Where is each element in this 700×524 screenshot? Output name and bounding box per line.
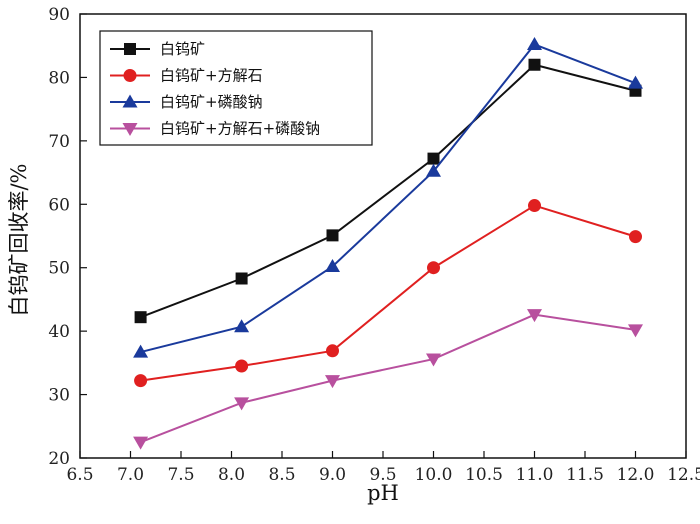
series-3-point: [426, 163, 441, 177]
y-axis-title: 白钨矿回收率/%: [7, 163, 31, 316]
series-2-point: [235, 359, 249, 373]
series-4-point: [527, 309, 542, 323]
y-tick-label: 90: [48, 5, 70, 25]
legend-label-1: 白钨矿: [160, 40, 205, 58]
plot-layer: [133, 36, 643, 450]
x-tick-label: 7.5: [167, 465, 194, 485]
series-1-point: [427, 152, 440, 165]
y-tick-label: 40: [48, 322, 70, 342]
x-tick-label: 9.5: [369, 465, 396, 485]
y-tick-label: 80: [48, 68, 70, 88]
series-line-2: [140, 204, 636, 382]
legend-label-2: 白钨矿+方解石: [160, 67, 263, 85]
series-4-point: [133, 436, 149, 450]
series-3-point: [234, 319, 250, 333]
series-4-point: [234, 397, 250, 411]
series-3-point: [325, 258, 340, 272]
x-axis-title: pH: [367, 481, 399, 505]
series-line-1: [140, 63, 636, 319]
series-2-point: [134, 374, 148, 388]
series-1-point: [326, 229, 339, 242]
x-tick-label: 8.0: [218, 465, 245, 485]
x-tick-label: 7.0: [117, 465, 144, 485]
legend-marker-4: [122, 123, 138, 136]
x-tick-label: 12.5: [667, 465, 700, 485]
x-tick-label: 12.0: [617, 465, 655, 485]
y-tick-label: 20: [48, 449, 70, 469]
series-2-point: [326, 344, 339, 358]
y-tick-label: 70: [48, 132, 70, 152]
series-3-point: [133, 344, 149, 358]
series-4-point: [325, 375, 340, 389]
x-tick-label: 10.5: [465, 465, 503, 485]
series-4-point: [628, 324, 643, 338]
series-2-point: [528, 199, 541, 213]
series-2-point: [427, 261, 440, 275]
series-1-point: [235, 272, 248, 285]
x-tick-label: 11.0: [516, 465, 554, 485]
series-1-point: [528, 58, 541, 71]
legend-label-4: 白钨矿+方解石+磷酸钠: [160, 120, 320, 138]
series-4-point: [426, 353, 441, 367]
series-line-4: [140, 313, 636, 444]
y-tick-label: 60: [48, 195, 70, 215]
y-tick-label: 30: [48, 386, 70, 406]
x-tick-label: 9.0: [319, 465, 346, 485]
series-2-point: [629, 230, 642, 244]
y-tick-label: 50: [48, 259, 70, 279]
series-1-point: [134, 311, 147, 324]
legend-marker-3: [122, 94, 138, 108]
series-3-point: [628, 75, 643, 89]
x-tick-label: 8.5: [268, 465, 295, 485]
x-tick-label: 6.5: [66, 465, 93, 485]
axes-layer: 6.5 7.0 7.5 8.0 8.5 9.0 9.5 10.0 10.5 11.0 11.5 12.…: [48, 5, 700, 485]
x-tick-label: 11.5: [566, 465, 604, 485]
legend-marker-1: [124, 43, 136, 55]
x-tick-label: 10.0: [415, 465, 453, 485]
legend-marker-2: [123, 69, 137, 82]
series-3-point: [527, 36, 542, 50]
legend-label-3: 白钨矿+磷酸钠: [160, 93, 263, 111]
series-line-3: [140, 43, 636, 354]
